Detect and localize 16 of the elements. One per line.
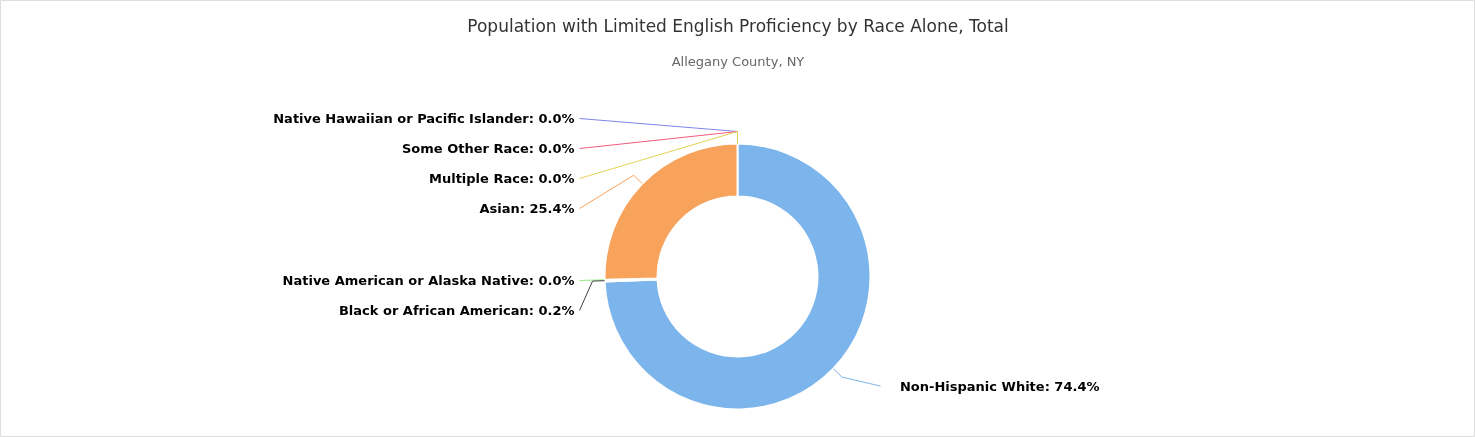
data-label: : 25.4% — [519, 201, 575, 216]
data-label: : 0.2% — [528, 302, 575, 318]
category-label: Native American or Alaska Native — [282, 272, 529, 288]
legend-label: Non-Hispanic White — [899, 378, 1045, 394]
category-label: Multiple Race — [428, 171, 529, 186]
data-label: : 74.4% — [1044, 378, 1100, 394]
category-label: Some Other Race — [401, 141, 529, 156]
text: : 0.0% — [528, 171, 575, 186]
chart-subtitle: Allegany County, NY — [671, 54, 805, 69]
slice-label: Asian — [479, 201, 520, 216]
chart-title: Population with Limited English Proficiency by Race Alone, Total — [467, 15, 1009, 36]
category-label: Native Hawaiian or Pacific Islander — [273, 111, 529, 126]
text: : 0.0% — [528, 272, 575, 288]
text: : 0.0% — [528, 111, 575, 126]
text: : 0.0% — [528, 141, 575, 156]
slice-label: Black or African American — [338, 302, 529, 318]
